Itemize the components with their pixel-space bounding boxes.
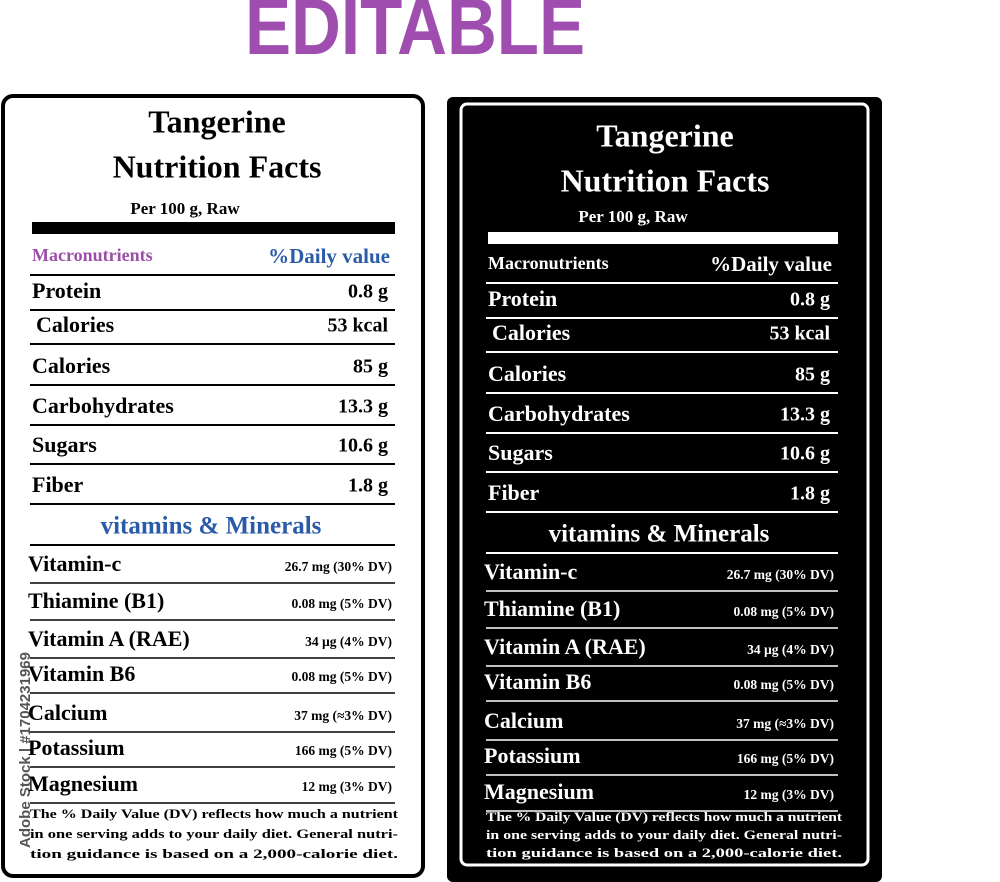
nutrient-name: Calories bbox=[36, 312, 115, 337]
vitamin-name: Potassium bbox=[484, 743, 581, 768]
nutrient-name: Calories bbox=[492, 320, 571, 345]
vitamin-name: Vitamin A (RAE) bbox=[484, 634, 646, 659]
footnote: The % Daily Value (DV) reflects how much… bbox=[30, 806, 399, 821]
title: Tangerine bbox=[148, 103, 286, 139]
vitamin-amount: 0.08 mg (5% DV) bbox=[292, 669, 393, 684]
vitamin-amount: 0.08 mg (5% DV) bbox=[734, 677, 835, 692]
nutrient-amount: 13.3 g bbox=[780, 404, 830, 426]
nutrient-amount: 85 g bbox=[353, 356, 388, 378]
footnote: tion guidance is based on a 2,000-calori… bbox=[30, 846, 398, 861]
vitamin-amount: 37 mg (≈3% DV) bbox=[736, 716, 834, 731]
vitamin-amount: 26.7 mg (30% DV) bbox=[285, 559, 392, 574]
vitamin-amount: 12 mg (3% DV) bbox=[302, 779, 392, 794]
vitamin-amount: 0.08 mg (5% DV) bbox=[734, 604, 835, 619]
vitamin-amount: 166 mg (5% DV) bbox=[737, 751, 834, 766]
vitamins-header: vitamins & Minerals bbox=[101, 513, 322, 540]
nutrient-amount: 1.8 g bbox=[790, 483, 830, 505]
footnote: in one serving adds to your daily diet. … bbox=[486, 827, 842, 842]
banner: EDITABLE bbox=[245, 0, 585, 71]
vitamin-name: Potassium bbox=[28, 735, 125, 760]
nutrient-amount: 0.8 g bbox=[348, 281, 388, 303]
vitamin-amount: 12 mg (3% DV) bbox=[744, 787, 834, 802]
vitamin-name: Calcium bbox=[484, 708, 563, 733]
nutrient-name: Fiber bbox=[32, 472, 84, 497]
nutrient-amount: 0.8 g bbox=[790, 289, 830, 311]
dv-header: %Daily value bbox=[268, 244, 390, 268]
nutrient-name: Fiber bbox=[488, 480, 540, 505]
nutrient-name: Protein bbox=[32, 278, 101, 303]
vitamin-amount: 166 mg (5% DV) bbox=[295, 743, 392, 758]
dv-header: %Daily value bbox=[710, 252, 832, 276]
vitamin-name: Vitamin B6 bbox=[28, 661, 135, 686]
macro-header: Macronutrients bbox=[488, 253, 609, 273]
vitamin-name: Thiamine (B1) bbox=[28, 588, 164, 613]
title: Nutrition Facts bbox=[561, 162, 770, 198]
nutrient-amount: 85 g bbox=[795, 364, 830, 386]
vitamin-name: Vitamin-c bbox=[28, 551, 122, 576]
light-panel bbox=[1, 94, 425, 878]
subtitle: Per 100 g, Raw bbox=[578, 207, 688, 226]
vitamin-name: Magnesium bbox=[28, 771, 138, 796]
nutrient-name: Protein bbox=[488, 286, 557, 311]
vitamin-name: Vitamin-c bbox=[484, 559, 578, 584]
macro-header: Macronutrients bbox=[32, 245, 153, 265]
vitamin-amount: 26.7 mg (30% DV) bbox=[727, 567, 834, 582]
thick-bar bbox=[488, 232, 838, 244]
title: Tangerine bbox=[596, 117, 734, 153]
footnote: The % Daily Value (DV) reflects how much… bbox=[486, 809, 843, 824]
footnote: in one serving adds to your daily diet. … bbox=[30, 826, 398, 841]
nutrient-name: Sugars bbox=[32, 432, 97, 457]
nutrient-amount: 10.6 g bbox=[780, 443, 830, 465]
thick-bar bbox=[32, 222, 395, 234]
nutrient-name: Sugars bbox=[488, 440, 553, 465]
vitamin-name: Vitamin A (RAE) bbox=[28, 626, 190, 651]
vitamin-name: Calcium bbox=[28, 700, 107, 725]
nutrient-name: Carbohydrates bbox=[32, 393, 174, 418]
dark-panel bbox=[447, 97, 882, 882]
subtitle: Per 100 g, Raw bbox=[130, 199, 240, 218]
title: Nutrition Facts bbox=[113, 148, 322, 184]
nutrient-name: Carbohydrates bbox=[488, 401, 630, 426]
nutrient-name: Calories bbox=[32, 353, 111, 378]
vitamin-amount: 0.08 mg (5% DV) bbox=[292, 596, 393, 611]
vitamin-amount: 34 µg (4% DV) bbox=[305, 634, 392, 649]
nutrient-amount: 53 kcal bbox=[769, 323, 830, 345]
vitamin-name: Thiamine (B1) bbox=[484, 596, 620, 621]
vitamins-header: vitamins & Minerals bbox=[549, 521, 770, 548]
vitamin-name: Vitamin B6 bbox=[484, 669, 591, 694]
footnote: tion guidance is based on a 2,000-calori… bbox=[486, 845, 842, 860]
vitamin-name: Magnesium bbox=[484, 779, 594, 804]
nutrient-amount: 53 kcal bbox=[327, 315, 388, 337]
nutrient-name: Calories bbox=[488, 361, 567, 386]
vitamin-amount: 37 mg (≈3% DV) bbox=[294, 708, 392, 723]
nutrient-amount: 13.3 g bbox=[338, 396, 388, 418]
dark-panel-border bbox=[459, 102, 870, 867]
watermark: Adobe Stock | #1704231969 bbox=[17, 652, 34, 848]
nutrient-amount: 1.8 g bbox=[348, 475, 388, 497]
vitamin-amount: 34 µg (4% DV) bbox=[747, 642, 834, 657]
nutrient-amount: 10.6 g bbox=[338, 435, 388, 457]
